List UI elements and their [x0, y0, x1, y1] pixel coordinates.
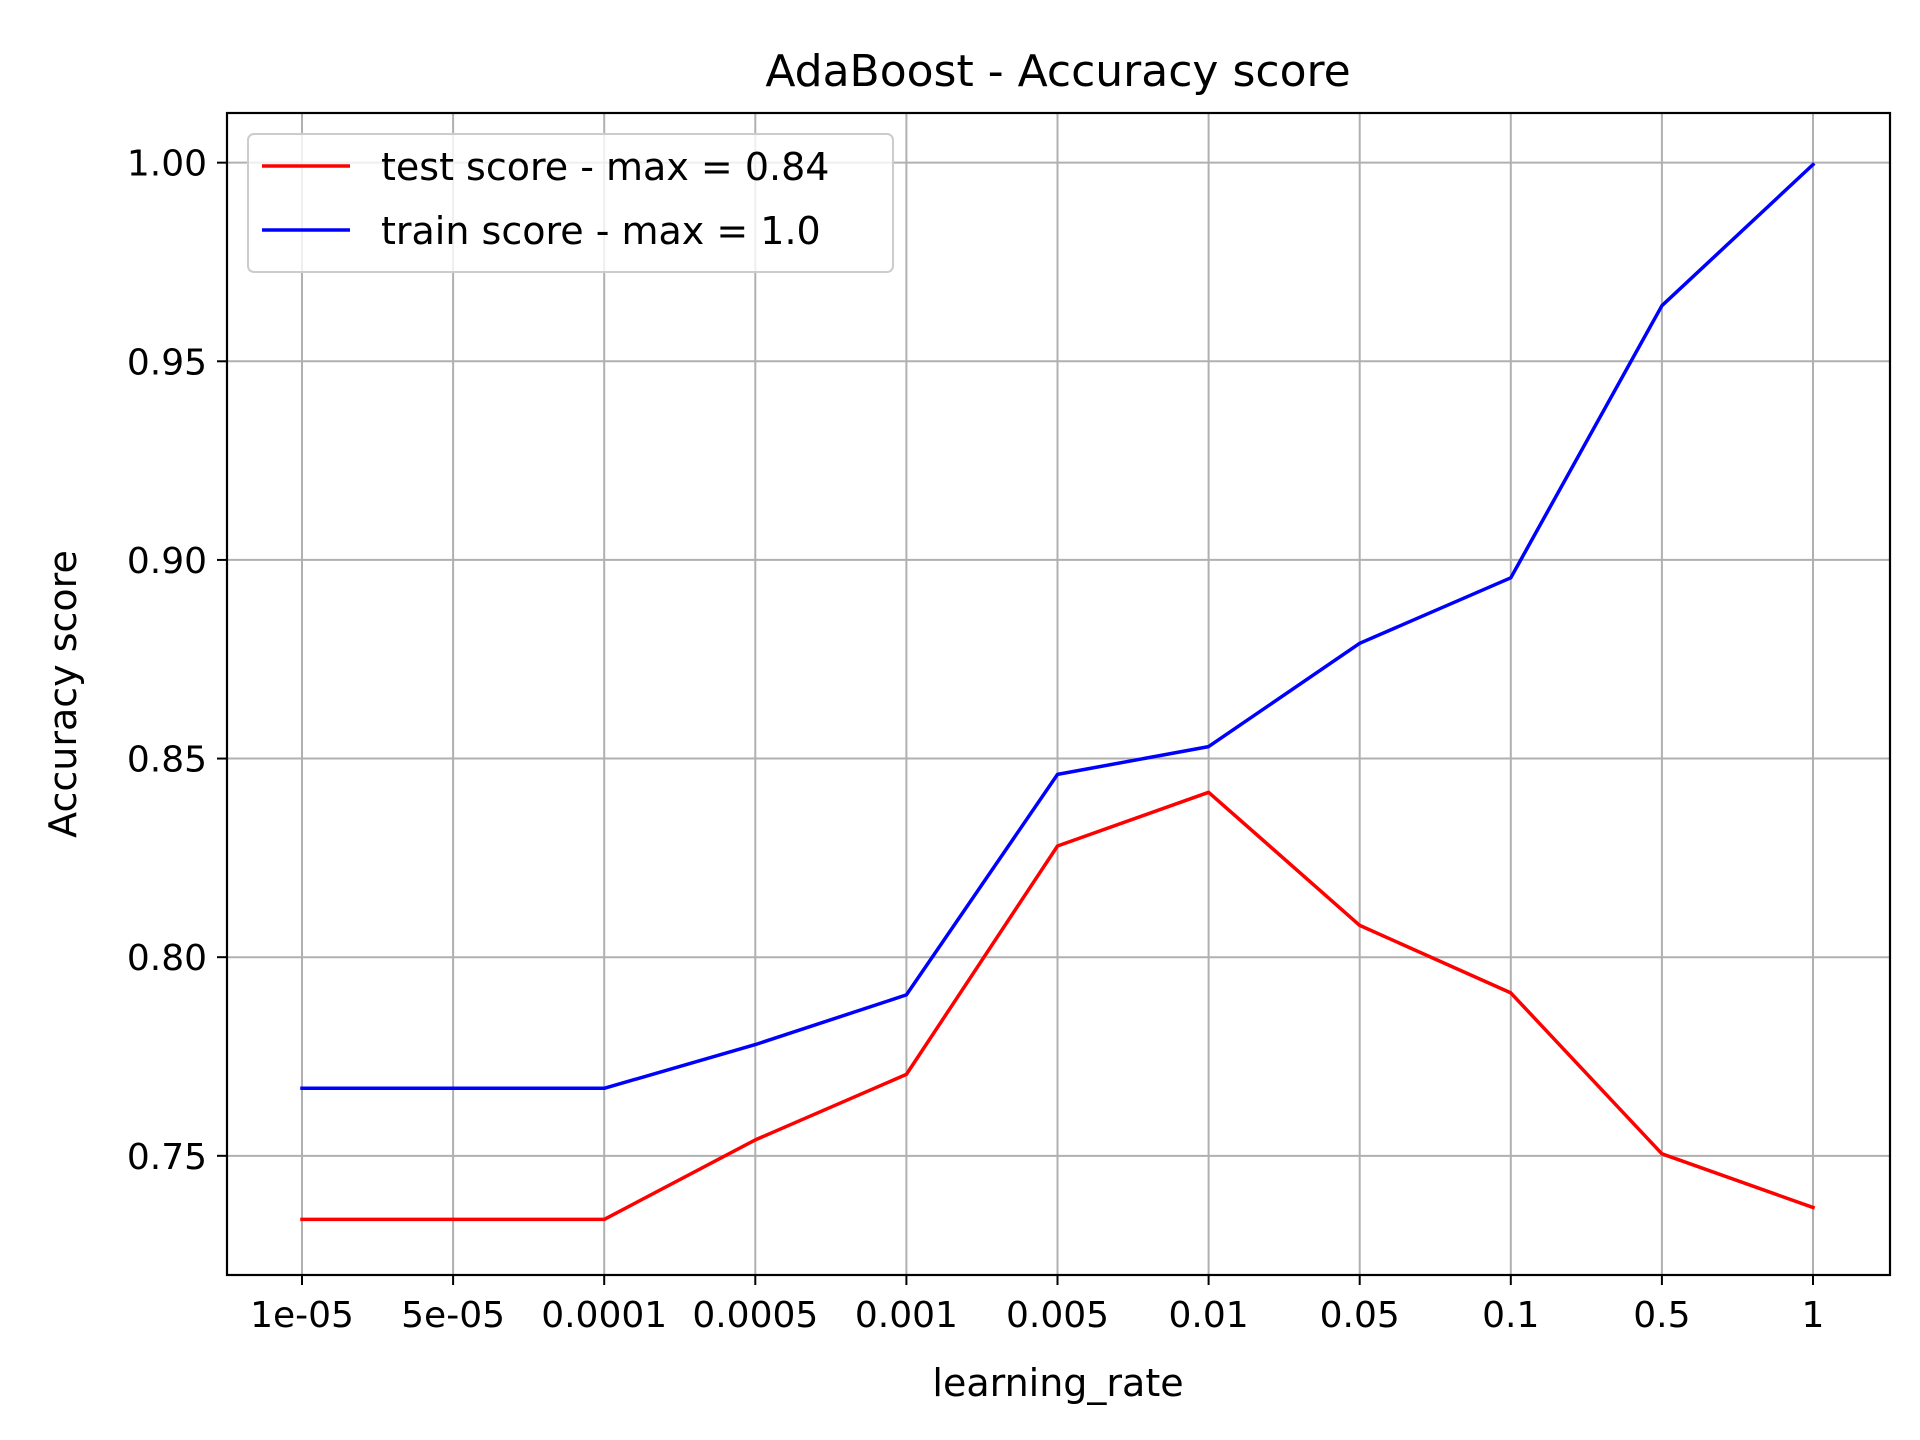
series-line-train-score: [300, 162, 1816, 1091]
y-tick-label: 0.90: [127, 541, 207, 582]
legend-box: [247, 133, 894, 273]
x-tick-label: 0.0001: [541, 1295, 667, 1336]
x-tick-label: 0.0005: [692, 1295, 818, 1336]
x-tick-label: 0.005: [1006, 1295, 1109, 1336]
axis-ticks: 1e-05 5e-05 0.0001 0.0005 0.001 0.005 0.01 0.05…: [127, 144, 1825, 1336]
x-tick-label: 0.01: [1169, 1295, 1249, 1336]
x-tick-label: 0.1: [1482, 1295, 1539, 1336]
legend: test score - max = 0.84 train score - ma…: [247, 133, 894, 273]
y-tick-label: 0.85: [127, 740, 207, 781]
y-tick-label: 0.80: [127, 938, 207, 979]
y-tick-label: 0.75: [127, 1137, 207, 1178]
legend-label-train-score: train score - max = 1.0: [381, 209, 821, 253]
y-tick-label: 1.00: [127, 144, 207, 185]
x-tick-label: 0.001: [855, 1295, 958, 1336]
x-tick-label: 1e-05: [250, 1295, 354, 1336]
series-line-test-score: [300, 790, 1816, 1222]
x-tick-label: 0.05: [1320, 1295, 1400, 1336]
y-axis-label: Accuracy score: [41, 550, 85, 838]
x-tick-label: 1: [1802, 1295, 1825, 1336]
chart-title: AdaBoost - Accuracy score: [765, 46, 1350, 97]
x-tick-label: 0.5: [1633, 1295, 1690, 1336]
y-tick-label: 0.95: [127, 342, 207, 383]
x-axis-label: learning_rate: [932, 1361, 1183, 1405]
series-lines: [300, 162, 1816, 1222]
legend-label-test-score: test score - max = 0.84: [381, 145, 829, 189]
x-tick-label: 5e-05: [401, 1295, 505, 1336]
grid-lines: [227, 113, 1890, 1275]
